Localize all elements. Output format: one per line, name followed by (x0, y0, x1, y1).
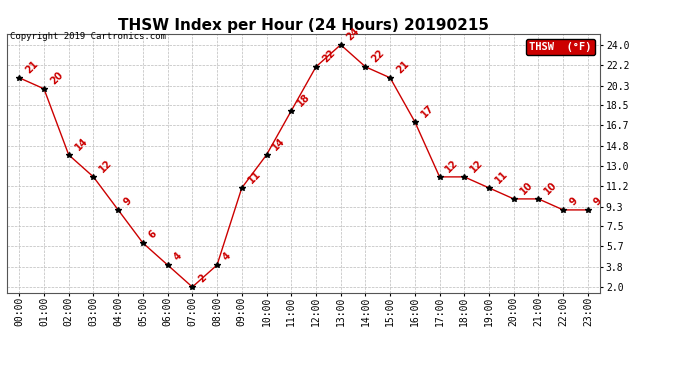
Text: 14: 14 (73, 135, 90, 152)
Text: 12: 12 (469, 158, 485, 174)
Text: 4: 4 (221, 251, 233, 262)
Text: 14: 14 (270, 135, 287, 152)
Text: 21: 21 (23, 58, 40, 75)
Text: 6: 6 (147, 228, 159, 240)
Text: 24: 24 (345, 26, 362, 42)
Legend: THSW  (°F): THSW (°F) (526, 39, 595, 55)
Text: 22: 22 (320, 47, 337, 64)
Text: 11: 11 (246, 168, 263, 185)
Text: 21: 21 (394, 58, 411, 75)
Text: 2: 2 (197, 272, 208, 284)
Text: 10: 10 (518, 180, 535, 196)
Text: 18: 18 (295, 92, 312, 108)
Text: 9: 9 (122, 195, 134, 207)
Text: 12: 12 (97, 158, 115, 174)
Text: 10: 10 (542, 180, 560, 196)
Text: 12: 12 (444, 158, 460, 174)
Text: 20: 20 (48, 69, 65, 86)
Text: 17: 17 (419, 102, 435, 119)
Text: 22: 22 (370, 47, 386, 64)
Text: 9: 9 (592, 195, 604, 207)
Text: 4: 4 (172, 251, 184, 262)
Title: THSW Index per Hour (24 Hours) 20190215: THSW Index per Hour (24 Hours) 20190215 (118, 18, 489, 33)
Text: Copyright 2019 Cartronics.com: Copyright 2019 Cartronics.com (10, 32, 166, 41)
Text: 11: 11 (493, 168, 510, 185)
Text: 9: 9 (567, 195, 579, 207)
